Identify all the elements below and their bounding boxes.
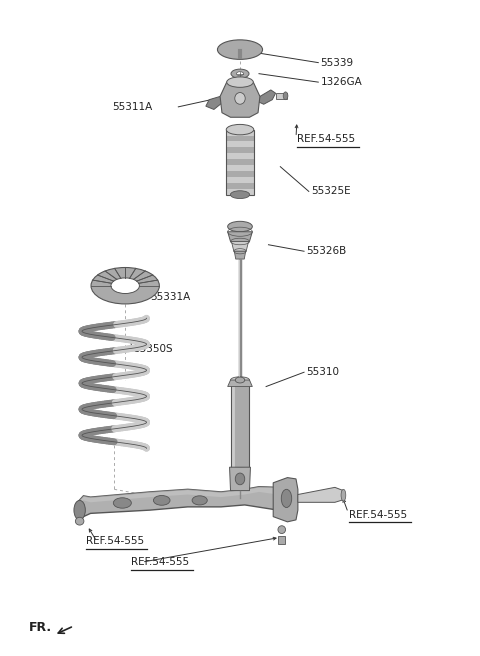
Ellipse shape [222,46,258,58]
Text: REF.54-555: REF.54-555 [349,510,407,520]
Ellipse shape [235,473,245,485]
Polygon shape [226,189,254,195]
Text: 55311A: 55311A [112,102,152,112]
Ellipse shape [75,518,84,525]
Polygon shape [228,380,252,386]
Ellipse shape [235,377,245,383]
Ellipse shape [226,125,254,135]
Polygon shape [220,82,260,117]
Ellipse shape [192,496,207,505]
Text: 55339: 55339 [321,58,354,68]
Polygon shape [229,467,251,491]
Text: 55325E: 55325E [311,186,351,196]
Ellipse shape [91,268,159,304]
Ellipse shape [230,377,250,383]
Ellipse shape [154,495,170,505]
Polygon shape [273,478,298,522]
Ellipse shape [230,191,250,199]
Text: 55350S: 55350S [133,344,173,354]
Text: REF.54-555: REF.54-555 [131,557,189,567]
Text: 55326B: 55326B [306,246,347,256]
Ellipse shape [235,92,245,104]
Text: 55331A: 55331A [150,292,190,302]
Polygon shape [226,159,254,165]
Ellipse shape [230,468,250,474]
Text: 1326GA: 1326GA [321,77,362,87]
Polygon shape [226,130,254,136]
Polygon shape [226,177,254,183]
Polygon shape [226,165,254,171]
Text: FR.: FR. [29,621,52,634]
Polygon shape [226,148,254,154]
Ellipse shape [231,69,249,78]
Ellipse shape [74,501,85,520]
Ellipse shape [283,92,288,100]
Polygon shape [234,251,246,259]
Ellipse shape [113,498,132,508]
Ellipse shape [227,77,253,87]
Polygon shape [226,154,254,159]
Polygon shape [226,142,254,148]
Polygon shape [226,171,254,177]
Ellipse shape [281,489,292,508]
Polygon shape [258,90,276,104]
Polygon shape [76,487,288,504]
Ellipse shape [228,221,252,232]
Polygon shape [228,232,252,241]
Polygon shape [206,96,222,110]
Polygon shape [230,380,250,471]
Polygon shape [226,183,254,189]
Ellipse shape [237,72,243,75]
Text: REF.54-555: REF.54-555 [86,537,144,546]
Polygon shape [298,487,344,502]
Ellipse shape [278,525,286,533]
Polygon shape [76,487,288,517]
Text: REF.54-555: REF.54-555 [297,134,355,144]
Ellipse shape [341,489,346,501]
Polygon shape [226,136,254,142]
Polygon shape [231,241,249,251]
Ellipse shape [111,278,139,293]
Polygon shape [276,92,288,99]
Polygon shape [278,536,285,544]
Ellipse shape [217,40,263,59]
Text: 55310: 55310 [306,367,339,377]
